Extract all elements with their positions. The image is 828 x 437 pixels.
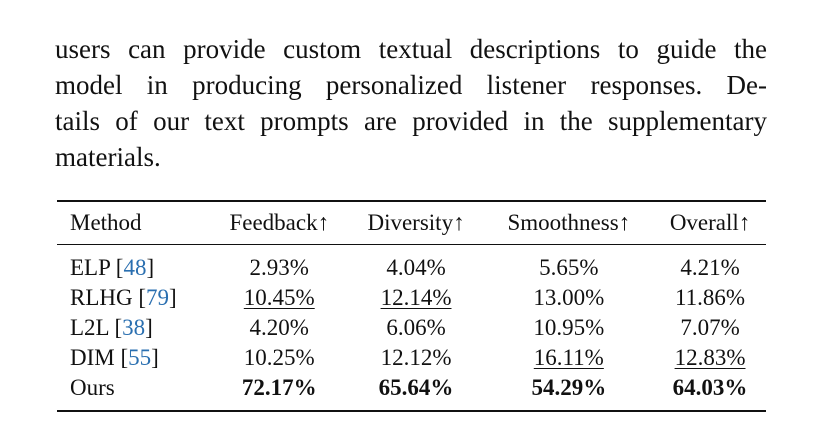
smoothness-cell: 16.11% (484, 343, 655, 373)
best-value: 72.17% (241, 375, 317, 400)
method-name: RLHG (70, 285, 133, 310)
paragraph-line: users can provide custom textual descrip… (55, 34, 767, 64)
best-value: 54.29% (531, 375, 607, 400)
overall-cell: 7.07% (680, 315, 740, 340)
header-method: Method (70, 210, 142, 235)
header-feedback: Feedback↑ (229, 210, 330, 235)
results-table-container: Method Feedback↑ Diversity↑ Smoothness↑ … (57, 200, 766, 412)
table-row: Ours 72.17% 65.64% 54.29% 64.03% (57, 373, 766, 411)
second-best-value: 12.83% (674, 345, 746, 370)
feedback-cell: 4.20% (249, 315, 309, 340)
second-best-value: 16.11% (533, 345, 604, 370)
smoothness-cell: 5.65% (539, 255, 599, 280)
results-table: Method Feedback↑ Diversity↑ Smoothness↑ … (57, 200, 766, 412)
feedback-cell: 10.25% (243, 345, 315, 370)
best-value: 65.64% (378, 375, 454, 400)
table-row: L2L [38] 4.20% 6.06% 10.95% 7.07% (57, 313, 766, 343)
method-cell: DIM [55] (70, 345, 159, 370)
citation-link[interactable]: 38 (122, 315, 146, 340)
smoothness-cell: 10.95% (533, 315, 605, 340)
method-name: Ours (70, 375, 115, 400)
feedback-cell: 10.45% (210, 283, 349, 313)
method-name: ELP (70, 255, 111, 280)
diversity-cell: 6.06% (386, 315, 446, 340)
method-cell: Ours (57, 373, 210, 411)
overall-cell: 12.83% (654, 343, 766, 373)
paragraph-line: materials. (55, 142, 161, 172)
smoothness-cell: 54.29% (484, 373, 655, 411)
method-name: DIM (70, 345, 115, 370)
smoothness-cell: 13.00% (533, 285, 605, 310)
method-cell: ELP [48] (70, 255, 155, 280)
diversity-cell: 4.04% (386, 255, 446, 280)
header-diversity: Diversity↑ (367, 210, 465, 235)
diversity-cell: 12.12% (380, 345, 452, 370)
method-cell: L2L [38] (70, 315, 153, 340)
second-best-value: 10.45% (243, 285, 315, 310)
second-best-value: 12.14% (380, 285, 452, 310)
feedback-cell: 72.17% (210, 373, 349, 411)
method-cell: RLHG [79] (70, 285, 177, 310)
method-name: L2L (70, 315, 109, 340)
table-row: DIM [55] 10.25% 12.12% 16.11% 12.83% (57, 343, 766, 373)
header-overall: Overall↑ (669, 210, 751, 235)
body-paragraph: users can provide custom textual descrip… (55, 31, 767, 175)
overall-cell: 4.21% (680, 255, 740, 280)
overall-cell: 11.86% (675, 285, 746, 310)
citation-link[interactable]: 55 (128, 345, 152, 370)
best-value: 64.03% (672, 375, 748, 400)
table-header-row: Method Feedback↑ Diversity↑ Smoothness↑ … (57, 201, 766, 245)
paragraph-line: tails of our text prompts are provided i… (55, 106, 767, 136)
table-row: RLHG [79] 10.45% 12.14% 13.00% 11.86% (57, 283, 766, 313)
diversity-cell: 65.64% (349, 373, 484, 411)
paragraph-line: model in producing personalized listener… (55, 70, 767, 100)
citation-link[interactable]: 79 (146, 285, 170, 310)
table-row: ELP [48] 2.93% 4.04% 5.65% 4.21% (57, 245, 766, 284)
overall-cell: 64.03% (654, 373, 766, 411)
citation-link[interactable]: 48 (123, 255, 147, 280)
feedback-cell: 2.93% (249, 255, 309, 280)
diversity-cell: 12.14% (349, 283, 484, 313)
header-smoothness: Smoothness↑ (507, 210, 631, 235)
